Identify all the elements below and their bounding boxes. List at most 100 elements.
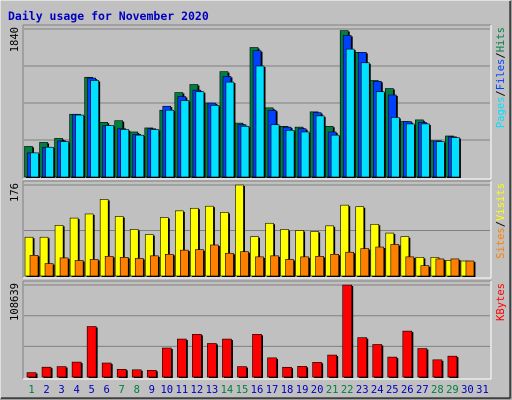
- top-bar-pages-2: [45, 146, 54, 178]
- bottom-bar-kbytes-22: [342, 284, 352, 378]
- middle-bar-visits-11: [175, 210, 184, 277]
- middle-bar-sites-27: [420, 265, 430, 277]
- bottom-y-max-label: 108639: [9, 283, 21, 321]
- middle-bar-sites-14: [225, 252, 234, 277]
- bottom-bar-kbytes-6: [101, 362, 112, 378]
- middle-bar-visits-23: [355, 206, 365, 277]
- middle-bar-sites-16: [255, 256, 264, 277]
- middle-bar-visits-16: [250, 236, 259, 277]
- middle-y-max-label: 176: [9, 183, 21, 202]
- bottom-bar-kbytes-8: [131, 369, 142, 378]
- x-axis-labels: 1 2 3 4 5 6 7 8 9 10 11 12 13 14 15 16 17 18 19 20 21 22 23 24 2…: [28, 384, 488, 396]
- middle-bar-visits-15: [235, 184, 244, 277]
- x-tick-label-15: 15: [236, 384, 249, 396]
- middle-bar-visits-17: [265, 222, 274, 277]
- x-tick-label-6: 6: [104, 384, 110, 396]
- x-tick-label-8: 8: [134, 384, 140, 396]
- middle-legend-label: Sites/Visits: [495, 183, 507, 259]
- middle-bar-sites-24: [375, 246, 385, 277]
- top-legend-pages: Pages: [495, 97, 507, 129]
- top-legend-separator: /: [495, 52, 507, 58]
- bottom-bar-kbytes-11: [177, 338, 187, 378]
- top-bar-pages-15: [240, 126, 250, 178]
- bottom-bar-kbytes-10: [162, 347, 172, 378]
- middle-bar-sites-30: [465, 260, 475, 277]
- middle-bar-sites-25: [390, 244, 400, 277]
- x-tick-label-9: 9: [149, 384, 155, 396]
- middle-legend-visits: Visits: [495, 183, 507, 221]
- bottom-legend-label: KBytes: [495, 283, 507, 321]
- bottom-bar-kbytes-23: [357, 337, 368, 378]
- bottom-bar-kbytes-1: [26, 372, 37, 378]
- x-tick-label-12: 12: [191, 384, 204, 396]
- middle-bar-visits-22: [340, 204, 349, 277]
- top-bar-pages-7: [120, 129, 130, 178]
- top-bar-pages-8: [135, 134, 145, 178]
- middle-bar-sites-15: [240, 251, 249, 277]
- top-bar-pages-3: [60, 141, 69, 178]
- top-bar-pages-29: [451, 137, 460, 178]
- x-tick-label-11: 11: [176, 384, 189, 396]
- x-tick-label-22: 22: [341, 384, 354, 396]
- x-tick-label-14: 14: [221, 384, 234, 396]
- middle-bar-sites-17: [270, 255, 279, 277]
- x-tick-label-25: 25: [386, 384, 399, 396]
- middle-bar-visits-13: [205, 205, 214, 277]
- middle-bar-sites-9: [149, 255, 159, 277]
- top-bar-pages-10: [165, 109, 175, 178]
- x-tick-label-24: 24: [371, 384, 384, 396]
- middle-bar-visits-18: [280, 229, 289, 277]
- x-tick-label-7: 7: [119, 384, 125, 396]
- bottom-bar-kbytes-12: [192, 334, 202, 378]
- middle-legend-sites: Sites: [495, 227, 507, 259]
- middle-bar-sites-26: [405, 256, 415, 277]
- x-tick-label-26: 26: [401, 384, 414, 396]
- bottom-bar-kbytes-19: [297, 366, 307, 378]
- top-bar-pages-4: [75, 114, 84, 178]
- bottom-bar-kbytes-5: [86, 326, 97, 378]
- bottom-bar-kbytes-2: [41, 366, 52, 378]
- top-bar-pages-1: [30, 152, 39, 178]
- top-bar-pages-21: [330, 134, 340, 178]
- middle-bar-sites-18: [285, 259, 294, 277]
- x-tick-label-3: 3: [58, 384, 64, 396]
- bottom-bar-kbytes-17: [267, 357, 277, 378]
- bottom-bar-kbytes-16: [252, 334, 262, 378]
- bottom-bar-kbytes-29: [447, 355, 458, 378]
- chart-panels: 1840Pages/Files/Hits176Sites/Visits10863…: [9, 24, 507, 380]
- middle-bar-sites-3: [59, 257, 69, 277]
- middle-bar-sites-1: [29, 255, 39, 277]
- x-tick-label-20: 20: [311, 384, 324, 396]
- middle-bar-visits-14: [220, 212, 229, 277]
- middle-bar-visits-20: [310, 231, 319, 277]
- middle-bar-sites-29: [450, 258, 460, 277]
- top-bar-pages-5: [90, 80, 99, 178]
- x-tick-label-4: 4: [73, 384, 79, 396]
- x-tick-label-28: 28: [431, 384, 444, 396]
- bottom-bar-kbytes-21: [327, 354, 337, 378]
- x-tick-label-13: 13: [206, 384, 219, 396]
- middle-bar-sites-4: [74, 260, 84, 277]
- middle-bar-visits-5: [84, 213, 94, 277]
- x-tick-label-21: 21: [326, 384, 339, 396]
- top-bar-pages-6: [105, 125, 114, 178]
- middle-bar-sites-8: [134, 258, 144, 277]
- x-tick-label-29: 29: [446, 384, 459, 396]
- bottom-bar-kbytes-26: [402, 330, 413, 378]
- middle-bar-sites-6: [104, 256, 114, 277]
- x-tick-label-16: 16: [251, 384, 264, 396]
- middle-bar-sites-12: [195, 249, 204, 277]
- bottom-bar-kbytes-15: [237, 366, 247, 378]
- middle-bar-sites-2: [44, 263, 54, 277]
- middle-bar-visits-8: [129, 229, 139, 277]
- middle-bar-visits-26: [400, 236, 410, 277]
- bottom-bar-kbytes-3: [56, 366, 67, 378]
- middle-legend-separator: /: [495, 221, 507, 227]
- middle-bar-sites-28: [435, 258, 445, 277]
- middle-bar-sites-23: [360, 248, 370, 277]
- x-tick-label-27: 27: [416, 384, 429, 396]
- top-bar-pages-20: [315, 115, 325, 178]
- bottom-bar-kbytes-27: [417, 348, 428, 378]
- middle-bar-sites-10: [165, 253, 174, 277]
